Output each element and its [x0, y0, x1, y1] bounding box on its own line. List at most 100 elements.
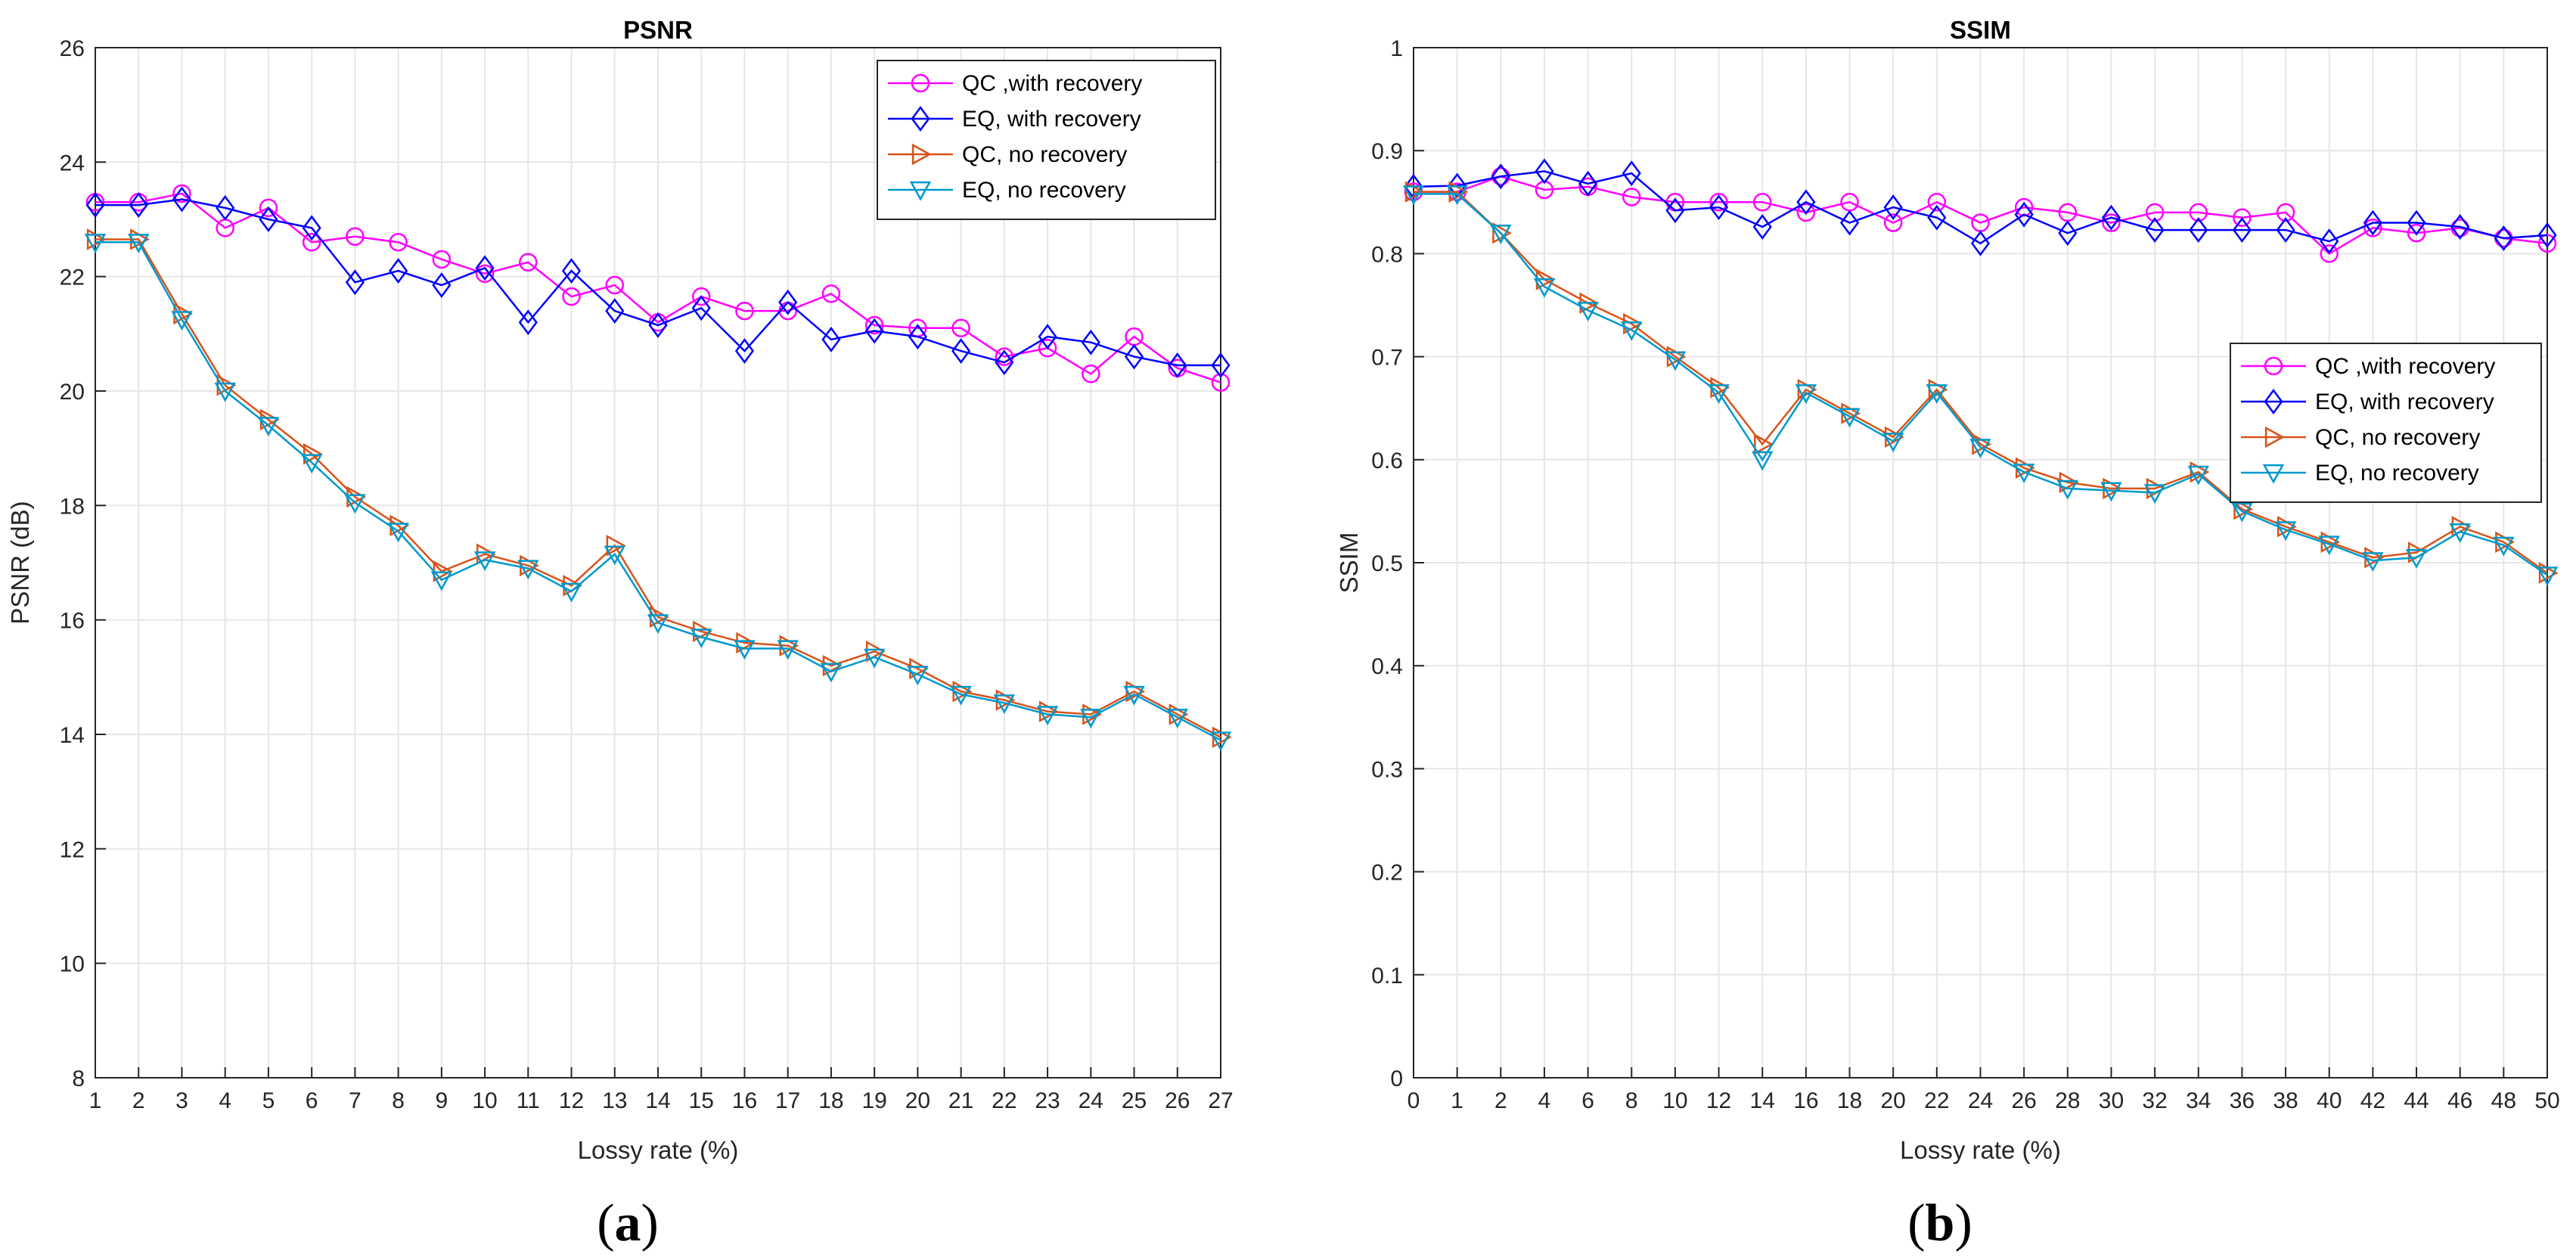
- data-point: [1795, 384, 1817, 404]
- legend-label: EQ, with recovery: [962, 107, 1141, 132]
- data-point: [1123, 685, 1145, 706]
- data-point: [1402, 185, 1425, 206]
- data-point: [473, 551, 496, 571]
- legend-marker: [2264, 426, 2285, 448]
- data-point: [647, 614, 669, 635]
- subfigure-label: (b): [1907, 1194, 1972, 1252]
- data-point: [606, 535, 626, 557]
- legend-marker: [911, 73, 930, 93]
- data-point: [1038, 324, 1057, 350]
- data-point: [2189, 203, 2208, 222]
- data-point: [1211, 352, 1231, 378]
- data-point: [1038, 339, 1057, 358]
- data-point: [432, 250, 452, 269]
- data-point: [517, 560, 539, 580]
- legend-box: [2230, 343, 2542, 503]
- subfigure-label: (a): [597, 1194, 659, 1252]
- series-line: [95, 241, 1221, 741]
- y-tick-label: 0.9: [1371, 139, 1403, 164]
- data-point: [2233, 208, 2252, 227]
- data-point: [2274, 521, 2297, 542]
- legend-label: QC, no recovery: [962, 142, 1127, 167]
- x-tick-label: 30: [2099, 1088, 2124, 1113]
- legend: QC ,with recovery EQ, with recovery QC, no…: [877, 60, 1216, 220]
- data-point: [1883, 194, 1903, 221]
- data-point: [1492, 222, 1513, 244]
- x-tick-label: 23: [1035, 1088, 1060, 1113]
- data-point: [1168, 352, 1187, 378]
- data-point: [691, 628, 712, 649]
- data-point: [1622, 188, 1641, 206]
- data-point: [2407, 223, 2426, 243]
- y-tick-label: 0.2: [1371, 861, 1403, 886]
- data-point: [2318, 535, 2340, 556]
- data-point: [2276, 217, 2295, 244]
- x-tick-label: 19: [861, 1088, 886, 1113]
- x-tick-label: 18: [818, 1088, 843, 1113]
- data-point: [1970, 230, 1991, 256]
- data-point: [475, 264, 495, 284]
- data-point: [1577, 302, 1599, 322]
- data-point: [2449, 523, 2471, 543]
- x-tick-label: 9: [436, 1088, 448, 1113]
- x-tick-label: 1: [89, 1088, 102, 1113]
- x-tick-label: 11: [517, 1088, 540, 1113]
- data-point: [951, 338, 971, 364]
- data-point: [735, 301, 754, 321]
- series-line: [1414, 191, 2548, 574]
- series-1: [85, 186, 1231, 378]
- data-point: [2276, 203, 2295, 222]
- data-point: [1535, 158, 1554, 185]
- x-axis-label: Lossy rate (%): [1900, 1136, 2061, 1164]
- chart-title: SSIM: [1950, 16, 2011, 44]
- subfigure-open-paren: (: [1907, 1194, 1925, 1252]
- data-point: [2100, 482, 2122, 502]
- y-tick-label: 0.4: [1371, 654, 1403, 679]
- x-tick-label: 46: [2447, 1088, 2472, 1113]
- subfigure-letter: a: [615, 1194, 641, 1252]
- series-line: [1414, 193, 2548, 576]
- x-tick-label: 3: [175, 1088, 188, 1113]
- data-point: [475, 255, 495, 281]
- x-tick-label: 24: [1079, 1088, 1103, 1113]
- data-point: [2493, 536, 2515, 557]
- data-point: [1036, 706, 1059, 726]
- data-point: [259, 198, 278, 218]
- data-point: [2363, 219, 2382, 237]
- x-tick-label: 4: [219, 1088, 231, 1113]
- series-1: [1404, 158, 2557, 256]
- x-tick-label: 12: [559, 1088, 584, 1113]
- data-point: [995, 349, 1014, 376]
- data-point: [1166, 709, 1188, 728]
- y-tick-label: 14: [60, 723, 85, 748]
- data-point: [2232, 217, 2252, 244]
- data-point: [2014, 201, 2034, 228]
- data-point: [734, 338, 755, 364]
- data-point: [2320, 244, 2339, 263]
- y-tick-label: 0.5: [1371, 551, 1403, 576]
- data-point: [1491, 163, 1510, 190]
- legend-label: QC ,with recovery: [2315, 354, 2495, 379]
- x-tick-label: 1: [1451, 1088, 1463, 1113]
- data-point: [2537, 222, 2557, 248]
- axes-box: [1413, 47, 2548, 1079]
- data-point: [1883, 213, 1903, 232]
- data-point: [820, 663, 843, 683]
- data-point: [2450, 214, 2470, 240]
- y-axis-label: PSNR (dB): [6, 501, 34, 624]
- data-point: [2363, 210, 2382, 236]
- data-point: [950, 685, 972, 706]
- data-point: [2537, 234, 2557, 253]
- data-point: [1708, 384, 1730, 404]
- data-point: [1081, 329, 1100, 355]
- x-tick-label: 28: [2055, 1088, 2080, 1113]
- x-tick-label: 13: [602, 1088, 627, 1113]
- x-tick-label: 44: [2404, 1088, 2429, 1113]
- y-tick-label: 10: [60, 952, 85, 977]
- series-line: [1414, 175, 2548, 255]
- data-point: [1709, 193, 1728, 212]
- x-tick-label: 34: [2186, 1088, 2211, 1113]
- data-point: [519, 253, 538, 272]
- data-point: [2056, 480, 2079, 500]
